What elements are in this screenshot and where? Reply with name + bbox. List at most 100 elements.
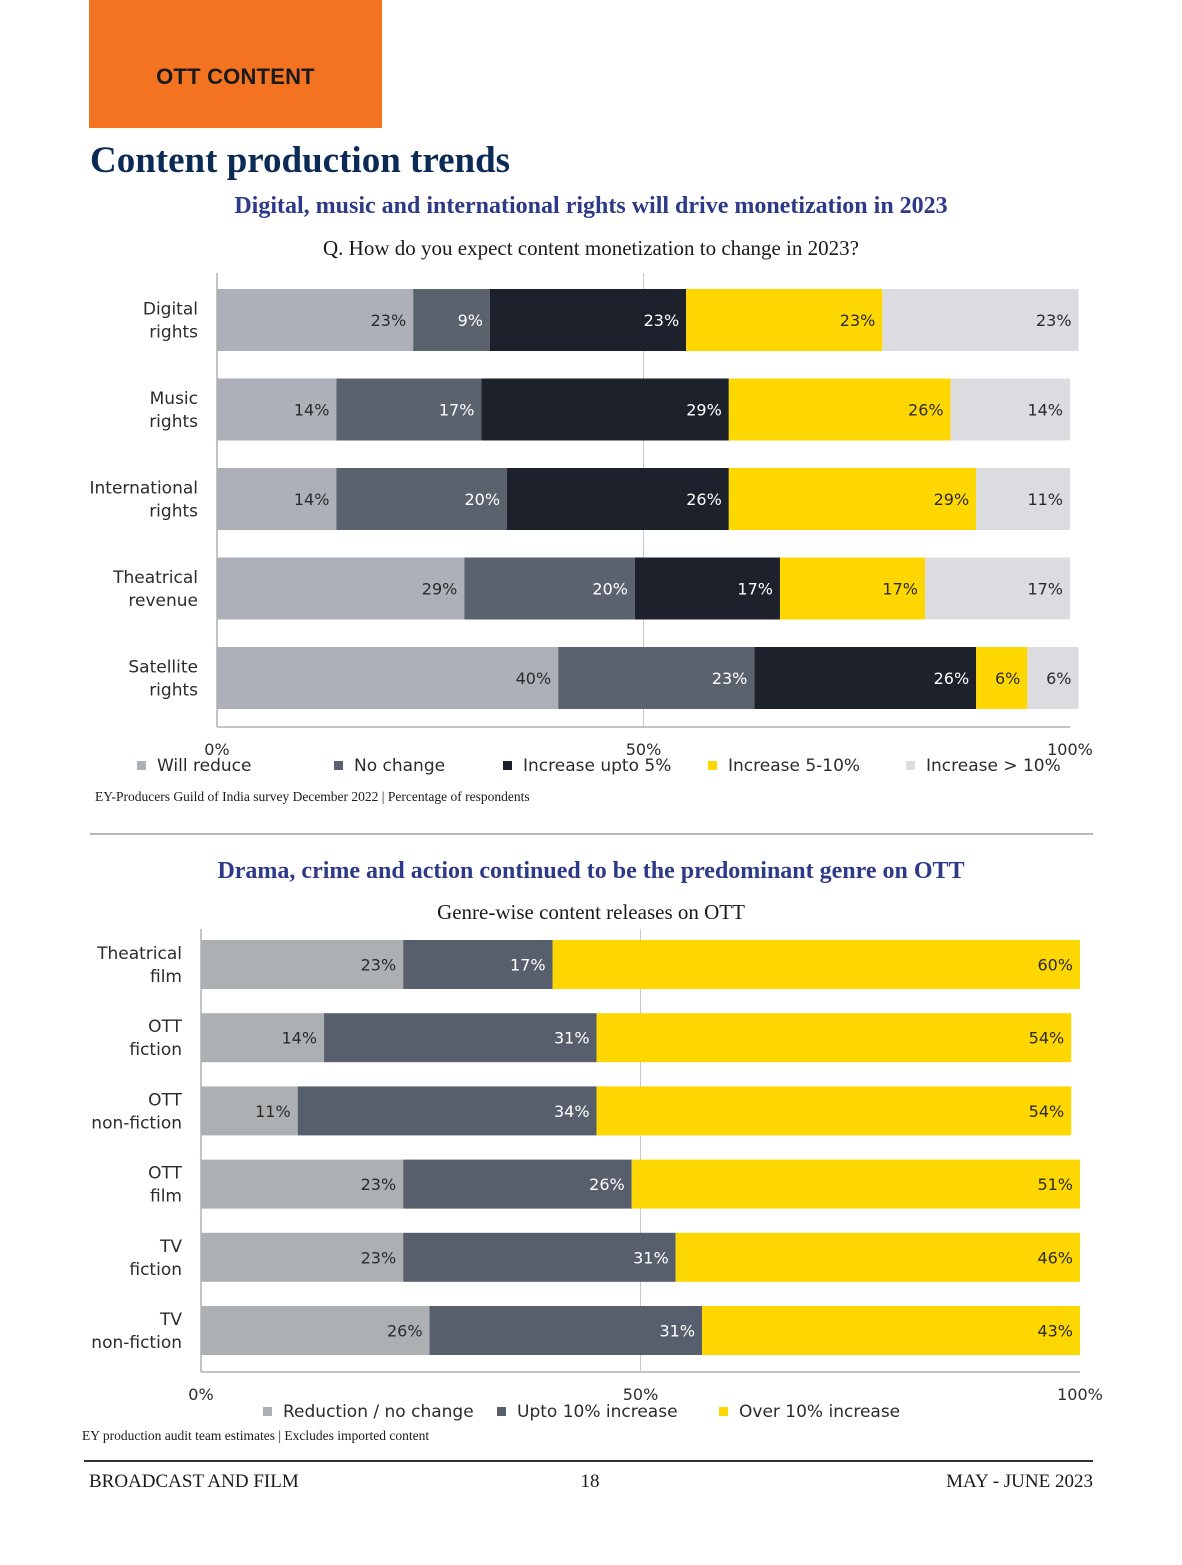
bar-digital-rights-will-reduce <box>217 289 414 351</box>
data-label: 17% <box>882 580 918 599</box>
bar-satellite-rights-increase-5-10 <box>976 647 1028 709</box>
bar-ott-non-fiction-reduction-no-change <box>201 1086 298 1136</box>
bar-tv-fiction-reduction-no-change <box>201 1232 404 1282</box>
legend-swatch-increase-upto-5 <box>503 761 512 770</box>
bar-theatrical-revenue-will-reduce <box>217 557 465 620</box>
category-label: OTT <box>148 1090 182 1110</box>
bar-digital-rights-increase-upto-5 <box>489 289 687 351</box>
bar-ott-film-reduction-no-change <box>201 1159 404 1209</box>
data-label: 26% <box>387 1322 423 1341</box>
data-label: 51% <box>1037 1175 1073 1194</box>
legend-label-will-reduce: Will reduce <box>157 756 251 776</box>
data-label: 29% <box>422 580 458 599</box>
bar-theatrical-revenue-increase-5-10 <box>779 557 925 620</box>
bar-theatrical-film-reduction-no-change <box>201 940 404 989</box>
data-label: 20% <box>592 580 628 599</box>
data-label: 26% <box>934 669 970 688</box>
legend-label-upto-10-increase: Upto 10% increase <box>517 1402 678 1422</box>
bar-digital-rights-increase-10 <box>882 289 1079 351</box>
chart2-source: EY production audit team estimates | Exc… <box>82 1428 430 1443</box>
bar-music-rights-increase-10 <box>950 378 1070 441</box>
bar-ott-fiction-reduction-no-change <box>201 1013 325 1063</box>
category-label: International <box>90 479 199 499</box>
data-label: 26% <box>686 490 722 509</box>
footer-left: BROADCAST AND FILM <box>89 1471 299 1492</box>
category-label: non-fiction <box>91 1113 182 1133</box>
section-tag-label: OTT CONTENT <box>156 64 315 89</box>
data-label: 26% <box>589 1175 625 1194</box>
category-label: revenue <box>128 591 198 611</box>
section-divider <box>90 833 1093 835</box>
category-label: non-fiction <box>91 1333 182 1353</box>
data-label: 17% <box>510 956 546 975</box>
bar-ott-film-upto-10-increase <box>403 1159 632 1209</box>
data-label: 6% <box>1046 669 1071 688</box>
bar-digital-rights-increase-5-10 <box>686 289 883 351</box>
legend-swatch-reduction-no-change <box>263 1407 272 1416</box>
data-label: 54% <box>1029 1102 1065 1121</box>
data-label: 23% <box>361 1175 397 1194</box>
bar-ott-non-fiction-upto-10-increase <box>297 1086 597 1136</box>
bar-satellite-rights-increase-10 <box>1027 647 1079 709</box>
data-label: 11% <box>1027 490 1063 509</box>
category-label: Theatrical <box>96 944 182 964</box>
data-label: 23% <box>712 669 748 688</box>
data-label: 31% <box>554 1029 590 1048</box>
bar-ott-fiction-over-10-increase <box>596 1013 1072 1063</box>
footer-rule <box>84 1460 1093 1462</box>
category-label: rights <box>149 502 198 522</box>
category-label: film <box>150 967 182 987</box>
chart1-title: Digital, music and international rights … <box>234 193 948 219</box>
bar-international-rights-increase-10 <box>976 468 1070 530</box>
x-tick-label: 100% <box>1047 740 1093 759</box>
data-label: 17% <box>1027 580 1063 599</box>
bar-tv-fiction-over-10-increase <box>675 1232 1080 1282</box>
bar-ott-fiction-upto-10-increase <box>324 1013 597 1063</box>
legend-swatch-increase-5-10 <box>708 761 717 770</box>
category-label: rights <box>149 681 198 701</box>
category-label: OTT <box>148 1017 182 1037</box>
bar-theatrical-revenue-no-change <box>464 557 635 620</box>
data-label: 34% <box>554 1102 590 1121</box>
legend-swatch-will-reduce <box>137 761 146 770</box>
chart2-subtitle: Genre-wise content releases on OTT <box>437 900 745 924</box>
bar-music-rights-increase-5-10 <box>728 378 951 441</box>
bar-theatrical-revenue-increase-10 <box>924 557 1070 620</box>
data-label: 23% <box>371 311 407 330</box>
category-label: film <box>150 1187 182 1207</box>
category-label: rights <box>149 323 198 343</box>
data-label: 23% <box>840 311 876 330</box>
legend-label-reduction-no-change: Reduction / no change <box>283 1402 474 1422</box>
bar-tv-non-fiction-upto-10-increase <box>429 1306 703 1355</box>
legend-label-over-10-increase: Over 10% increase <box>739 1402 900 1422</box>
legend-label-increase-5-10: Increase 5-10% <box>728 756 860 776</box>
data-label: 46% <box>1037 1248 1073 1267</box>
page-number: 18 <box>580 1471 600 1492</box>
data-label: 23% <box>644 311 680 330</box>
legend-swatch-increase-10 <box>906 761 915 770</box>
bar-theatrical-film-upto-10-increase <box>403 940 553 989</box>
category-label: OTT <box>148 1164 182 1184</box>
footer-right: MAY - JUNE 2023 <box>946 1471 1093 1492</box>
data-label: 23% <box>361 956 397 975</box>
data-label: 14% <box>294 490 330 509</box>
data-label: 29% <box>934 490 970 509</box>
category-label: Satellite <box>128 658 198 678</box>
bar-international-rights-no-change <box>336 468 508 530</box>
x-tick-label: 100% <box>1057 1385 1103 1404</box>
data-label: 31% <box>633 1248 669 1267</box>
category-label: Theatrical <box>112 568 198 588</box>
x-tick-label: 0% <box>204 740 229 759</box>
chart1-subtitle: Q. How do you expect content monetizatio… <box>323 236 859 260</box>
legend-swatch-no-change <box>334 761 343 770</box>
bar-international-rights-increase-5-10 <box>728 468 977 530</box>
bar-theatrical-revenue-increase-upto-5 <box>634 557 780 620</box>
data-label: 11% <box>255 1102 291 1121</box>
page-title: Content production trends <box>90 140 511 181</box>
legend-label-increase-upto-5: Increase upto 5% <box>523 756 671 776</box>
data-label: 60% <box>1037 956 1073 975</box>
x-tick-label: 0% <box>188 1385 213 1404</box>
data-label: 23% <box>1036 311 1072 330</box>
data-label: 54% <box>1029 1029 1065 1048</box>
data-label: 14% <box>281 1029 317 1048</box>
